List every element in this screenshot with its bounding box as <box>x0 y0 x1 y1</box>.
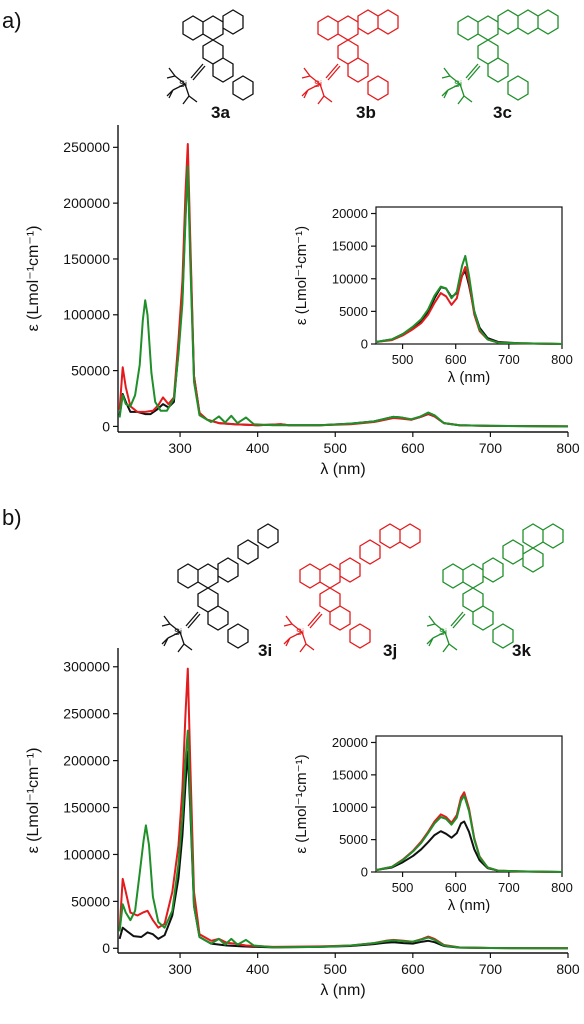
molecule-3i-rings <box>177 523 279 649</box>
label-3j: 3j <box>383 641 397 660</box>
molecule-3b-rings <box>317 9 399 101</box>
chart-a-y-tick-label: 250000 <box>63 139 110 155</box>
molecule-3i-alkyne <box>185 611 201 629</box>
chart-b: 300 400 500 600 700 8000500001000001500002000… <box>25 648 580 999</box>
chart-a-inset-x-axis-label: λ (nm) <box>448 369 491 386</box>
chart-a-inset-x-tick-label: 800 <box>551 352 573 367</box>
chart-b-inset-x-axis-label: λ (nm) <box>448 897 491 914</box>
label-3a: 3a <box>211 103 230 122</box>
chart-a-x-tick-label: 800 <box>556 440 580 456</box>
molecule-3j-tips <box>283 615 315 653</box>
molecule-3k: Si <box>426 523 564 653</box>
chart-b-inset-series-3k <box>375 794 563 873</box>
chart-b-y-tick-label: 300000 <box>63 659 110 675</box>
chart-b-y-tick-label: 200000 <box>63 753 110 769</box>
molecule-3c-rings <box>457 9 559 101</box>
chart-b-y-tick-label: 0 <box>102 940 110 956</box>
molecule-3i: Si <box>161 523 279 653</box>
chart-b-inset-y-tick-label: 20000 <box>332 735 368 750</box>
molecule-3c: Si <box>441 9 559 105</box>
chart-a-x-tick-label: 400 <box>246 440 270 456</box>
molecule-3j: Si <box>283 523 421 653</box>
chart-a-inset-y-tick-label: 0 <box>361 337 368 352</box>
molecule-3j-alkyne <box>307 611 323 629</box>
molecule-3b-tips <box>301 67 333 105</box>
chart-a-y-tick-label: 150000 <box>63 251 110 267</box>
molecule-3k-tips <box>426 615 458 653</box>
molecule-3b: Si <box>301 9 399 105</box>
chart-b-x-tick-label: 700 <box>479 961 503 977</box>
chart-b-inset-series-3i <box>375 820 563 873</box>
chart-b-inset-frame <box>375 735 563 873</box>
chart-a-inset-x-tick-label: 600 <box>445 352 467 367</box>
chart-b-x-axis-label: λ (nm) <box>320 982 365 999</box>
molecule-3b-alkyne <box>325 63 341 81</box>
chart-b-y-tick-label: 100000 <box>63 846 110 862</box>
chart-a-x-tick-label: 300 <box>168 440 192 456</box>
chart-a-y-tick-label: 200000 <box>63 195 110 211</box>
chart-a-inset-y-tick-label: 15000 <box>332 239 368 254</box>
chart-a-x-axis-label: λ (nm) <box>320 461 365 478</box>
molecule-3a-tips <box>166 67 198 105</box>
chart-b-x-tick-label: 600 <box>401 961 425 977</box>
chart-a-inset-y-tick-label: 10000 <box>332 271 368 286</box>
chart-a-y-tick-label: 50000 <box>71 363 110 379</box>
chart-b-y-axis-label: ε (Lmol⁻¹cm⁻¹) <box>25 748 42 854</box>
panel-label-b: b) <box>2 505 22 530</box>
si-label-3i: Si <box>174 627 182 637</box>
si-label-3b: Si <box>314 79 322 89</box>
panel-label-a: a) <box>2 8 22 33</box>
chart-b-inset-y-tick-label: 10000 <box>332 800 368 815</box>
molecule-3c-tips <box>441 67 473 105</box>
chart-b-inset-y-tick-label: 15000 <box>332 767 368 782</box>
molecule-3j-rings <box>299 523 421 649</box>
label-3k: 3k <box>512 641 531 660</box>
chart-a-series-3c <box>118 165 569 428</box>
chart-a-x-tick-label: 500 <box>324 440 348 456</box>
chart-a-inset-series-3c <box>375 254 563 345</box>
si-label-3a: Si <box>179 79 187 89</box>
chart-b-x-tick-label: 500 <box>324 961 348 977</box>
chart-a-y-tick-label: 100000 <box>63 307 110 323</box>
chart-b-series-3k <box>118 729 569 950</box>
chart-a-y-tick-label: 0 <box>102 418 110 434</box>
chart-b-inset-x-tick-label: 800 <box>551 880 573 895</box>
chart-b-y-tick-label: 250000 <box>63 706 110 722</box>
chart-a-inset-y-tick-label: 20000 <box>332 206 368 221</box>
molecule-3a-rings <box>182 9 254 101</box>
chart-a-inset-x-tick-label: 700 <box>498 352 520 367</box>
chart-b-inset-x-tick-label: 700 <box>498 880 520 895</box>
chart-a-inset-x-tick-label: 500 <box>392 352 414 367</box>
si-label-3k: Si <box>439 627 447 637</box>
chart-b-inset-y-tick-label: 0 <box>361 865 368 880</box>
label-3b: 3b <box>356 103 376 122</box>
si-label-3c: Si <box>454 79 462 89</box>
label-3i: 3i <box>258 641 272 660</box>
chart-b-y-tick-label: 50000 <box>71 893 110 909</box>
chart-a-inset-y-axis-label: ε (Lmol⁻¹cm⁻¹) <box>293 226 310 325</box>
molecule-3k-alkyne <box>450 611 466 629</box>
chart-b-inset-x-tick-label: 500 <box>392 880 414 895</box>
molecule-3k-rings <box>442 523 564 649</box>
chart-a-inset-frame <box>375 206 563 345</box>
chart-b-y-tick-label: 150000 <box>63 799 110 815</box>
molecule-3c-alkyne <box>465 63 481 81</box>
chart-b-x-tick-label: 800 <box>556 961 580 977</box>
molecule-3a: Si <box>166 9 254 105</box>
chart-a: 300 400 500 600 700 8000500001000001500002000… <box>25 125 580 478</box>
chart-a-y-axis-label: ε (Lmol⁻¹cm⁻¹) <box>25 226 42 332</box>
chart-b-inset-y-axis-label: ε (Lmol⁻¹cm⁻¹) <box>293 754 310 853</box>
chart-b-x-tick-label: 300 <box>168 961 192 977</box>
chart-b-inset-y-tick-label: 5000 <box>339 832 368 847</box>
chart-a-x-tick-label: 700 <box>479 440 503 456</box>
chart-a-inset-y-tick-label: 5000 <box>339 304 368 319</box>
molecule-3i-tips <box>161 615 193 653</box>
chart-a-x-tick-label: 600 <box>401 440 425 456</box>
chart-b-inset-x-tick-label: 600 <box>445 880 467 895</box>
label-3c: 3c <box>493 103 512 122</box>
si-label-3j: Si <box>296 627 304 637</box>
chart-b-x-tick-label: 400 <box>246 961 270 977</box>
molecule-3a-alkyne <box>190 63 206 81</box>
